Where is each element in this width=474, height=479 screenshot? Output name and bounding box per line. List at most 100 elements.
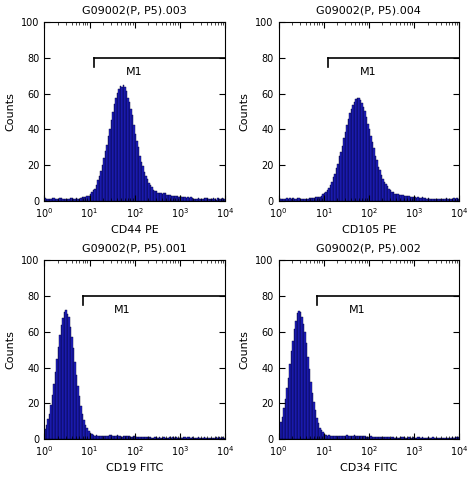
Bar	[156, 191, 157, 201]
Bar	[148, 183, 150, 201]
Bar	[318, 197, 319, 201]
Bar	[374, 148, 375, 201]
Bar	[425, 438, 426, 439]
Bar	[378, 437, 379, 439]
Bar	[88, 431, 90, 439]
Bar	[159, 437, 160, 439]
Bar	[213, 438, 214, 439]
Bar	[345, 436, 346, 439]
Bar	[399, 437, 401, 439]
Bar	[223, 438, 225, 439]
Bar	[214, 437, 216, 439]
Text: M1: M1	[360, 67, 376, 77]
Bar	[97, 180, 99, 201]
Bar	[91, 434, 92, 439]
Text: M1: M1	[114, 305, 131, 315]
Bar	[223, 199, 225, 201]
Bar	[421, 197, 423, 201]
Bar	[423, 198, 425, 201]
Bar	[440, 438, 441, 439]
Bar	[403, 437, 405, 439]
Bar	[100, 171, 101, 201]
Bar	[76, 375, 77, 439]
Bar	[151, 438, 153, 439]
Bar	[304, 331, 306, 439]
Bar	[168, 438, 169, 439]
Bar	[410, 197, 411, 201]
Bar	[363, 107, 365, 201]
Bar	[423, 438, 425, 439]
Bar	[128, 102, 130, 201]
Bar	[313, 198, 315, 201]
Bar	[160, 193, 162, 201]
Bar	[145, 437, 147, 439]
Bar	[86, 428, 88, 439]
Bar	[105, 436, 106, 439]
Bar	[133, 436, 135, 439]
Bar	[150, 185, 151, 201]
Bar	[408, 196, 410, 201]
Bar	[56, 199, 58, 201]
Bar	[337, 164, 339, 201]
Bar	[160, 438, 162, 439]
Bar	[322, 432, 324, 439]
Bar	[177, 438, 178, 439]
Bar	[142, 437, 144, 439]
Bar	[189, 198, 191, 201]
Bar	[438, 199, 440, 201]
Bar	[393, 192, 394, 201]
Bar	[150, 437, 151, 439]
Bar	[396, 194, 398, 201]
Bar	[286, 198, 288, 201]
Bar	[330, 436, 331, 439]
Bar	[96, 185, 97, 201]
Bar	[333, 436, 334, 439]
Bar	[360, 436, 361, 439]
Bar	[298, 311, 300, 439]
Bar	[402, 195, 403, 201]
Bar	[46, 199, 47, 201]
Bar	[369, 437, 370, 439]
Bar	[435, 199, 437, 201]
Bar	[435, 438, 437, 439]
Bar	[100, 436, 101, 439]
Title: G09002(P, P5).002: G09002(P, P5).002	[317, 244, 421, 254]
Bar	[306, 343, 307, 439]
Bar	[331, 182, 333, 201]
Bar	[151, 187, 153, 201]
Bar	[425, 198, 426, 201]
Bar	[372, 142, 374, 201]
Bar	[186, 438, 187, 439]
Title: G09002(P, P5).004: G09002(P, P5).004	[317, 6, 421, 15]
Bar	[196, 199, 198, 201]
Bar	[307, 199, 309, 201]
Bar	[286, 388, 288, 439]
Bar	[309, 369, 310, 439]
Bar	[202, 438, 204, 439]
Bar	[381, 437, 383, 439]
Bar	[118, 89, 119, 201]
Bar	[303, 324, 304, 439]
Bar	[325, 435, 327, 439]
Bar	[366, 436, 367, 439]
Bar	[166, 438, 168, 439]
Bar	[408, 437, 410, 439]
Bar	[83, 197, 85, 201]
Bar	[213, 198, 214, 201]
Bar	[195, 438, 196, 439]
Bar	[136, 436, 137, 439]
Bar	[83, 420, 85, 439]
Bar	[394, 438, 396, 439]
Bar	[318, 423, 319, 439]
Bar	[282, 199, 283, 201]
Bar	[293, 329, 295, 439]
Bar	[210, 438, 211, 439]
Bar	[128, 436, 130, 439]
Bar	[279, 198, 280, 201]
Bar	[192, 437, 193, 439]
Bar	[54, 198, 55, 201]
Bar	[127, 98, 128, 201]
Bar	[288, 377, 289, 439]
X-axis label: CD19 FITC: CD19 FITC	[106, 464, 164, 473]
Bar	[115, 435, 117, 439]
